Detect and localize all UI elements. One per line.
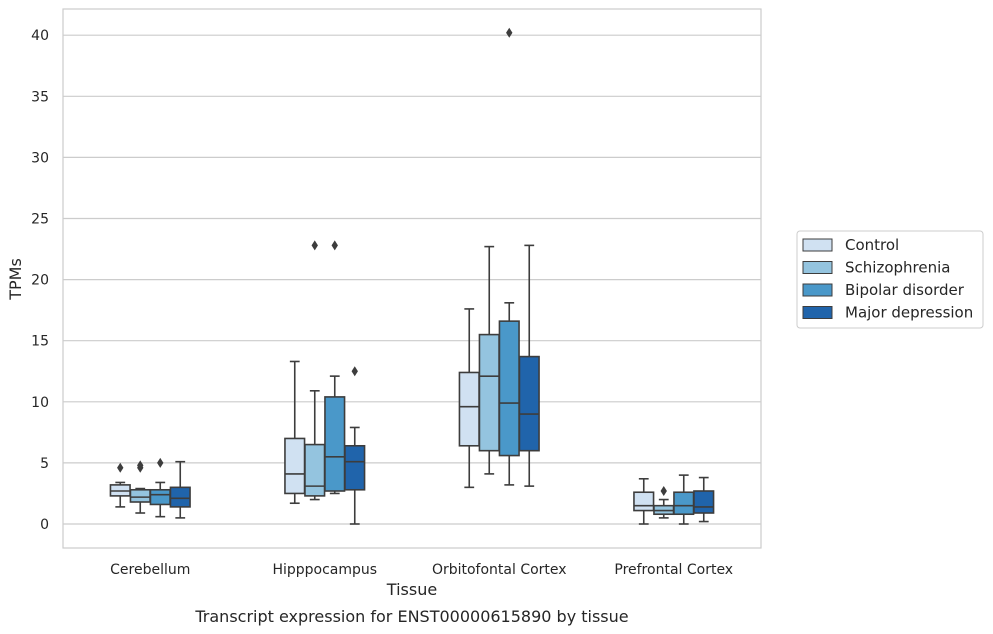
legend-swatch — [802, 261, 833, 274]
box-control — [109, 462, 131, 508]
box-control — [633, 477, 655, 525]
iqr-box — [478, 333, 500, 452]
box-schizophrenia — [304, 240, 326, 501]
outlier-point — [351, 366, 358, 377]
iqr-box — [518, 355, 540, 452]
boxes — [109, 27, 715, 525]
y-tick-label: 40 — [31, 28, 49, 44]
outlier-point — [117, 462, 124, 473]
x-tick-label: Orbitofontal Cortex — [432, 562, 567, 578]
legend: Control Schizophrenia Bipolar disorder Majo… — [796, 230, 984, 329]
outlier-point — [660, 486, 667, 497]
iqr-box — [344, 444, 366, 491]
box-major-depression — [518, 244, 540, 487]
iqr-box — [304, 443, 326, 497]
y-tick-label: 30 — [31, 150, 49, 166]
y-tick-label: 10 — [31, 395, 49, 411]
iqr-box — [129, 488, 151, 503]
iqr-box — [169, 486, 191, 508]
x-tick-label: Prefrontal Cortex — [614, 562, 733, 578]
box-control — [284, 360, 306, 505]
legend-frame — [796, 230, 984, 329]
iqr-box — [284, 437, 306, 495]
legend-label: Schizophrenia — [845, 259, 950, 277]
outlier-point — [311, 240, 318, 251]
legend-swatch — [802, 306, 833, 319]
iqr-box — [693, 490, 715, 514]
outlier-point — [137, 460, 144, 471]
x-tick-label: Hipppocampus — [272, 562, 377, 578]
box-bipolar-disorder — [324, 240, 346, 495]
iqr-box — [498, 320, 520, 457]
figure-caption: Transcript expression for ENST0000061589… — [194, 607, 628, 626]
y-tick-label: 25 — [31, 212, 49, 228]
iqr-box — [149, 488, 171, 506]
outlier-point — [157, 457, 164, 468]
legend-label: Bipolar disorder — [845, 281, 965, 299]
iqr-box — [673, 491, 695, 516]
x-tick-label: Cerebellum — [110, 562, 190, 578]
box-major-depression — [693, 476, 715, 523]
box-control — [458, 308, 480, 489]
box-bipolar-disorder — [673, 474, 695, 525]
box-major-depression — [344, 366, 366, 525]
iqr-box — [458, 371, 480, 447]
y-axis-title: TPMs — [6, 258, 25, 301]
legend-swatch — [802, 238, 833, 252]
outlier-point — [331, 240, 338, 251]
legend-label: Control — [845, 236, 899, 254]
gridlines — [63, 34, 761, 525]
legend-swatch — [802, 283, 833, 297]
plot-frame — [62, 8, 762, 549]
y-tick-label: 15 — [31, 334, 49, 350]
box-bipolar-disorder — [149, 457, 171, 518]
legend-label: Major depression — [845, 304, 973, 322]
y-axis-ticks: 0 5 10 15 20 25 30 35 40 — [31, 28, 49, 533]
y-tick-label: 5 — [40, 456, 49, 472]
y-tick-label: 35 — [31, 89, 49, 105]
x-axis-title: Tissue — [386, 580, 437, 599]
iqr-box — [324, 396, 346, 492]
iqr-box — [633, 491, 655, 512]
box-schizophrenia — [653, 486, 675, 519]
outlier-point — [506, 27, 513, 38]
box-schizophrenia — [129, 460, 151, 514]
box-schizophrenia — [478, 245, 500, 475]
y-tick-label: 0 — [40, 517, 49, 533]
box-bipolar-disorder — [498, 27, 520, 486]
box-major-depression — [169, 460, 191, 519]
y-tick-label: 20 — [31, 273, 49, 289]
x-axis-ticks: Cerebellum Hipppocampus Orbitofontal Corte… — [110, 562, 733, 578]
